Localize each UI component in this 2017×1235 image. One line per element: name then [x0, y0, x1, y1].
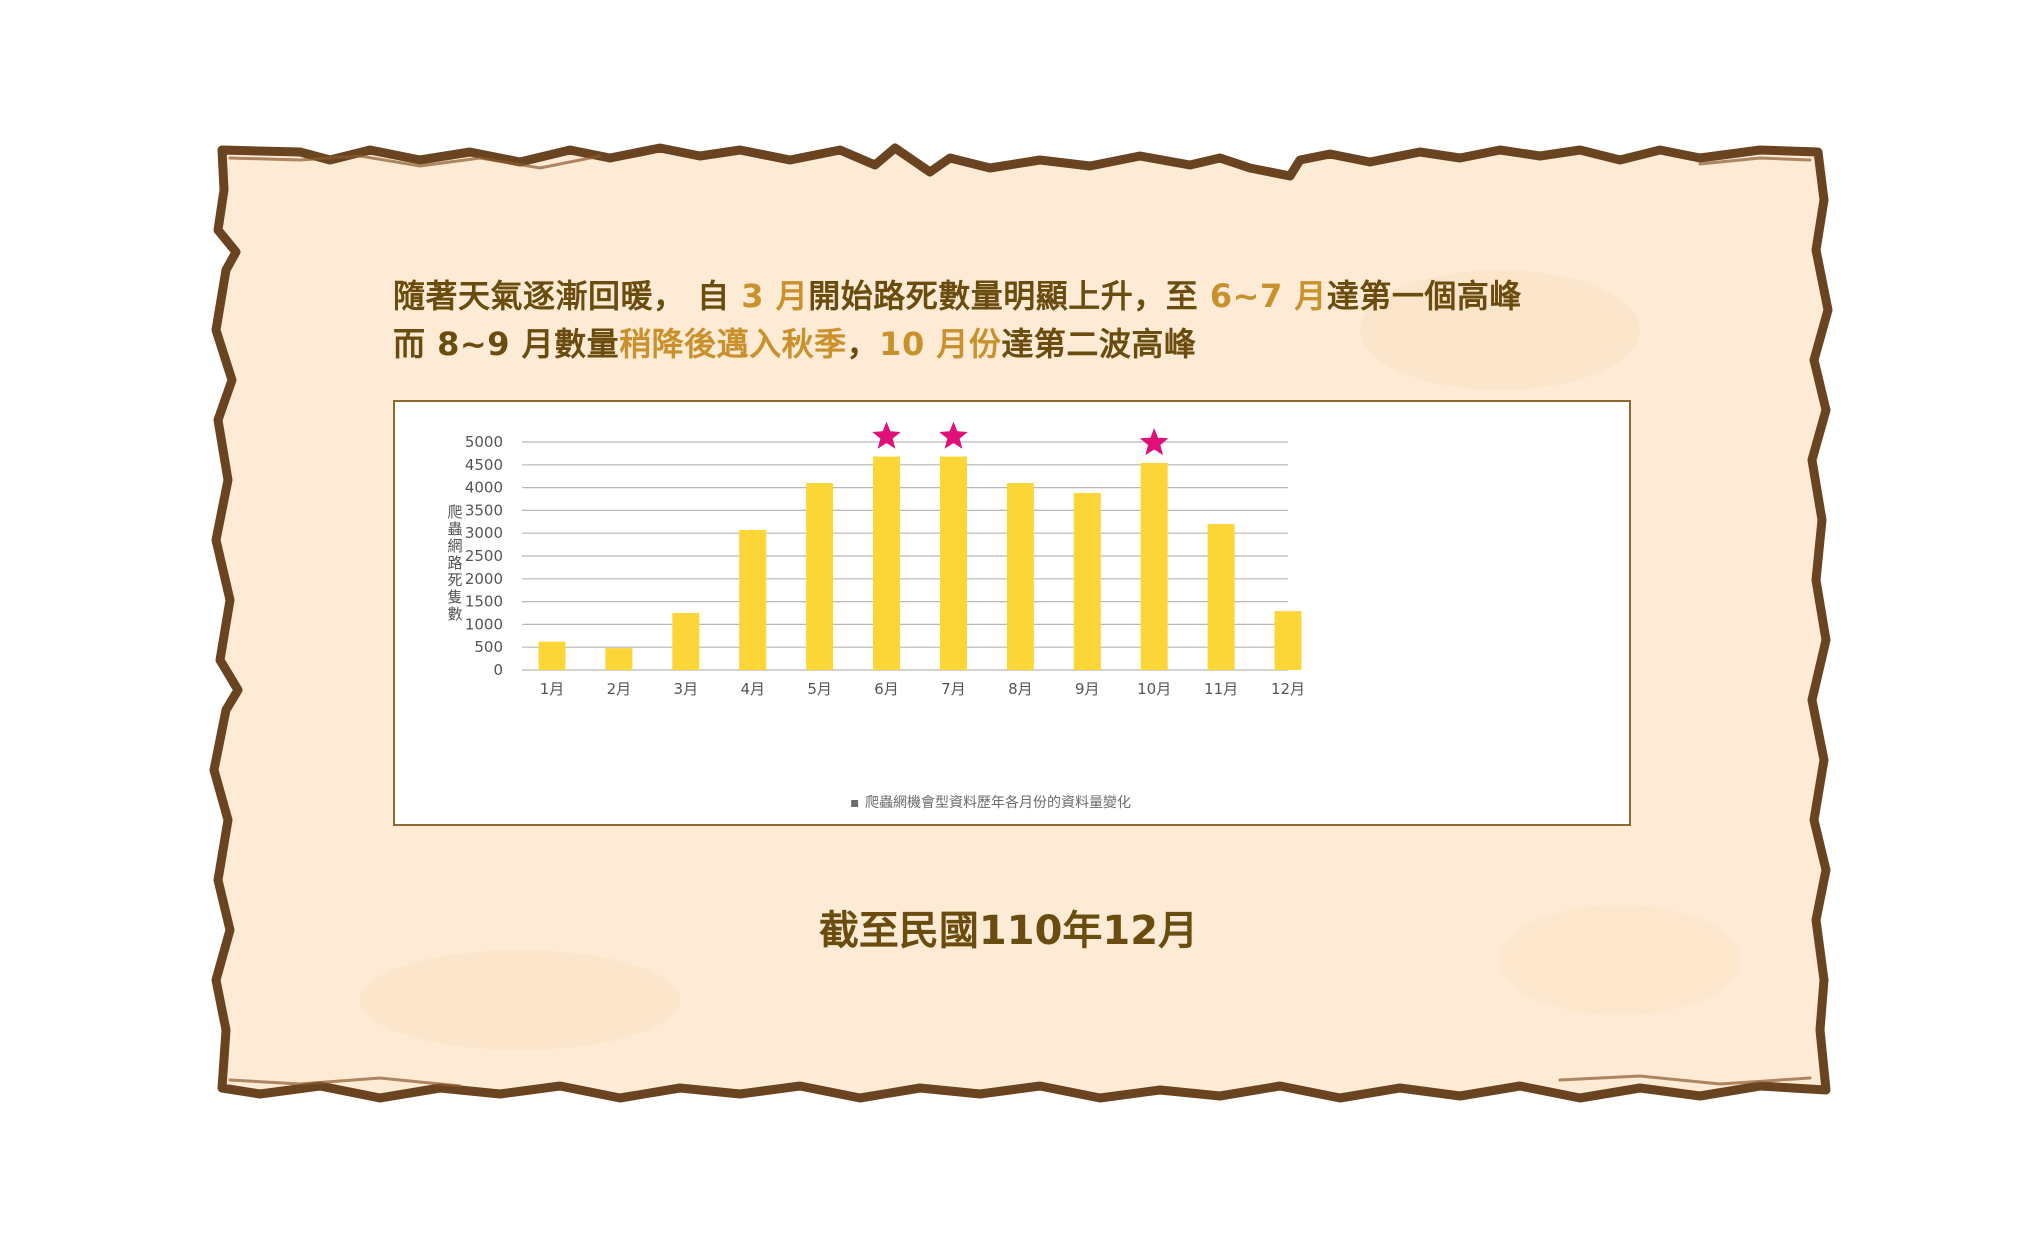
- x-tick-label: 2月: [607, 680, 632, 698]
- bar-8: [1006, 483, 1034, 670]
- paper-stain: [360, 950, 680, 1050]
- x-axis-ticks: 1月 2月 3月 4月 5月 6月 7月 8月 9月 10月 11月 12月: [540, 680, 1305, 698]
- intro-text: 隨著天氣逐漸回暖， 自: [393, 277, 742, 315]
- x-tick-label: 7月: [941, 680, 966, 698]
- bar-6: [873, 456, 901, 670]
- intro-highlight: 6~7 月: [1209, 277, 1327, 315]
- intro-text: 而 8~9 月數量: [393, 325, 620, 363]
- x-tick-label: 3月: [674, 680, 699, 698]
- y-tick-label: 4500: [465, 456, 503, 474]
- bars: [538, 456, 1302, 670]
- bar-9: [1073, 493, 1101, 670]
- date-label: 截至民國110年12月: [818, 908, 1199, 954]
- star-icon: [1139, 428, 1169, 456]
- intro-text: 達第二波高峰: [1001, 325, 1197, 363]
- paper-stain: [1500, 905, 1740, 1015]
- intro-line-2: 而 8~9 月數量稍降後邁入秋季，10 月份達第二波高峰: [393, 320, 1653, 368]
- y-tick-label: 1000: [465, 615, 503, 633]
- x-tick-label: 5月: [807, 680, 832, 698]
- peak-stars: [872, 421, 1169, 456]
- y-tick-label: 2000: [465, 570, 503, 588]
- bar-5: [806, 483, 834, 670]
- y-tick-label: 0: [493, 661, 503, 679]
- x-tick-label: 8月: [1008, 680, 1033, 698]
- y-tick-label: 500: [474, 638, 503, 656]
- y-axis-ticks: 0 500 1000 1500 2000 2500 3000 3500 4000 4500 5000: [465, 433, 503, 679]
- x-tick-label: 12月: [1271, 680, 1305, 698]
- intro-text: 開始路死數量明顯上升，至: [808, 277, 1210, 315]
- y-tick-label: 5000: [465, 433, 503, 451]
- y-tick-label: 2500: [465, 547, 503, 565]
- monthly-roadkill-bar-chart: 0 500 1000 1500 2000 2500 3000 3500 4000 4500 5000…: [447, 421, 1305, 811]
- intro-highlight: 3 月: [741, 277, 809, 315]
- intro-highlight: 稍降後邁入秋季: [619, 325, 847, 363]
- bar-7: [939, 456, 967, 670]
- y-axis-label: 爬蟲網路死隻數: [447, 503, 462, 623]
- intro-text: ，: [846, 325, 880, 363]
- x-tick-label: 6月: [874, 680, 899, 698]
- intro-paragraph: 隨著天氣逐漸回暖， 自 3 月開始路死數量明顯上升，至 6~7 月達第一個高峰 …: [393, 272, 1653, 368]
- caption-bullet: ▪: [850, 795, 860, 811]
- intro-highlight: 10 月份: [879, 325, 1002, 363]
- paper-stain: [1360, 270, 1640, 390]
- x-tick-label: 10月: [1137, 680, 1171, 698]
- paper-edge-texture: [228, 154, 1812, 1088]
- y-tick-label: 3500: [465, 501, 503, 519]
- bar-2: [605, 648, 633, 670]
- x-tick-label: 9月: [1075, 680, 1100, 698]
- y-tick-label: 1500: [465, 593, 503, 611]
- x-tick-label: 11月: [1204, 680, 1238, 698]
- y-tick-label: 4000: [465, 479, 503, 497]
- caption-text: 爬蟲網機會型資料歷年各月份的資料量變化: [865, 795, 1131, 811]
- bar-4: [739, 530, 767, 670]
- chart-caption: ▪ 爬蟲網機會型資料歷年各月份的資料量變化: [850, 795, 1131, 811]
- x-tick-label: 4月: [740, 680, 765, 698]
- bar-3: [672, 613, 700, 670]
- grid-lines: [522, 441, 1288, 671]
- star-icon: [872, 421, 901, 449]
- chart-card: 0 500 1000 1500 2000 2500 3000 3500 4000 4500 5000…: [393, 400, 1631, 826]
- y-tick-label: 3000: [465, 524, 503, 542]
- x-tick-label: 1月: [540, 680, 565, 698]
- intro-line-1: 隨著天氣逐漸回暖， 自 3 月開始路死數量明顯上升，至 6~7 月達第一個高峰: [393, 272, 1653, 320]
- bar-10: [1140, 462, 1168, 670]
- intro-text: 達第一個高峰: [1326, 277, 1522, 315]
- star-icon: [939, 421, 968, 449]
- bar-11: [1207, 524, 1235, 670]
- bar-12: [1274, 611, 1302, 670]
- bar-1: [538, 641, 566, 670]
